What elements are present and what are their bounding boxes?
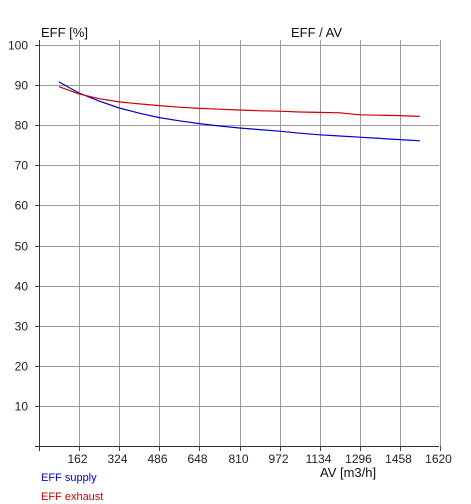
y-tick-label: 90 [15, 79, 29, 93]
x-tick-label: 1458 [385, 452, 412, 466]
axes [35, 40, 441, 451]
x-tick-label: 648 [187, 452, 207, 466]
y-tick-label: 10 [15, 400, 29, 414]
y-tick-label: 70 [15, 159, 29, 173]
eff-exhaust-line [58, 86, 420, 117]
legend-item-eff-supply: EFF supply [41, 472, 97, 484]
y-tick-label: 80 [15, 119, 29, 133]
x-tick-label: 972 [268, 452, 288, 466]
x-axis-label: AV [m3/h] [320, 465, 376, 480]
x-tick-label: 1296 [345, 452, 372, 466]
y-tick-label: 50 [15, 240, 29, 254]
eff-supply-line [58, 81, 420, 142]
legend-item-eff-exhaust: EFF exhaust [41, 491, 104, 503]
y-tick-label: 20 [15, 360, 29, 374]
y-tick-label: 60 [15, 199, 29, 213]
series-lines [58, 81, 420, 142]
y-tick-label: 40 [15, 280, 29, 294]
y-axis-label: EFF [%] [41, 25, 88, 40]
y-tick-labels: 10 20 30 40 50 60 70 80 90 100 [8, 39, 28, 414]
x-tick-label: 324 [107, 452, 127, 466]
chart-title: EFF / AV [291, 25, 342, 40]
x-tick-label: 486 [147, 452, 167, 466]
y-tick-label: 30 [15, 320, 29, 334]
x-tick-label: 1134 [306, 452, 332, 466]
x-tick-label: 1620 [425, 452, 452, 466]
x-tick-label: 162 [67, 452, 87, 466]
x-tick-label: 810 [228, 452, 248, 466]
y-tick-label: 100 [8, 39, 28, 53]
x-tick-labels: 162 324 486 648 810 972 1134 1296 1458 1620 [67, 452, 452, 466]
